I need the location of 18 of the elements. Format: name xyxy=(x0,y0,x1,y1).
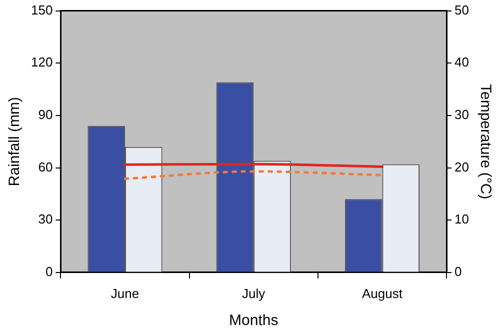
y-tick-label: 90 xyxy=(38,107,53,122)
y2-tick-label: 40 xyxy=(454,54,470,70)
y2-tick-label: 10 xyxy=(454,212,470,227)
y-tick-label: 60 xyxy=(38,159,53,174)
y-axis-title: Rainfall (mm) xyxy=(6,97,24,186)
x-tick-label: July xyxy=(242,286,266,301)
x-axis-title: Months xyxy=(229,312,278,330)
y2-axis-title: Temperature (°C) xyxy=(476,84,494,200)
x-tick-label: June xyxy=(110,286,140,301)
y2-tick-label: 50 xyxy=(454,2,470,18)
x-tick-label: August xyxy=(362,286,403,301)
y2-tick-label: 20 xyxy=(454,159,470,174)
y-tick-label: 120 xyxy=(30,54,53,70)
y2-tick-label: 0 xyxy=(454,264,462,279)
y2-tick-label: 30 xyxy=(454,107,470,122)
y-tick-label: 150 xyxy=(30,2,53,18)
y-tick-label: 0 xyxy=(45,264,53,279)
y-tick-label: 30 xyxy=(38,212,53,227)
